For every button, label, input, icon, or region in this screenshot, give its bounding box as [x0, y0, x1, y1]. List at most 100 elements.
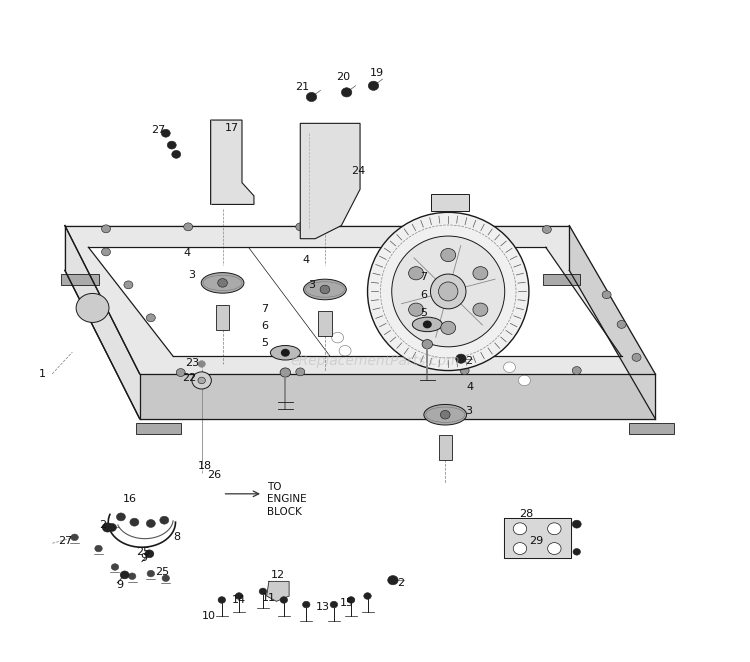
Circle shape — [548, 543, 561, 555]
Circle shape — [632, 354, 641, 361]
Circle shape — [176, 369, 185, 377]
Ellipse shape — [368, 213, 529, 371]
Circle shape — [296, 368, 304, 376]
Circle shape — [101, 248, 110, 256]
Circle shape — [76, 293, 109, 322]
Circle shape — [184, 223, 193, 231]
Text: 4: 4 — [466, 382, 473, 392]
Circle shape — [440, 410, 450, 419]
Text: 2: 2 — [465, 355, 472, 365]
Text: 10: 10 — [202, 611, 216, 621]
Text: 8: 8 — [173, 532, 181, 542]
Circle shape — [145, 550, 154, 558]
Circle shape — [455, 355, 467, 366]
Circle shape — [116, 513, 125, 521]
Polygon shape — [88, 248, 622, 356]
Circle shape — [296, 223, 304, 231]
Text: 3: 3 — [465, 406, 472, 416]
Circle shape — [192, 372, 211, 389]
Circle shape — [503, 362, 515, 373]
Circle shape — [572, 520, 581, 528]
Text: 5: 5 — [420, 308, 427, 318]
Circle shape — [101, 225, 110, 233]
Text: 26: 26 — [207, 470, 221, 480]
Circle shape — [395, 326, 407, 336]
Text: eReplacementParts.com: eReplacementParts.com — [290, 354, 460, 367]
Bar — [216, 305, 229, 330]
Circle shape — [332, 332, 344, 343]
Text: TO
ENGINE
BLOCK: TO ENGINE BLOCK — [267, 482, 306, 516]
Circle shape — [236, 592, 243, 599]
Circle shape — [198, 361, 206, 367]
Circle shape — [542, 226, 551, 234]
Text: 20: 20 — [337, 72, 351, 82]
Circle shape — [161, 129, 170, 137]
Text: 16: 16 — [123, 494, 137, 504]
Circle shape — [513, 543, 526, 555]
Ellipse shape — [271, 346, 300, 360]
Text: 9: 9 — [140, 553, 147, 563]
Text: 1: 1 — [39, 369, 46, 379]
Text: 19: 19 — [370, 68, 383, 77]
Circle shape — [339, 346, 351, 356]
Ellipse shape — [392, 236, 505, 347]
Circle shape — [452, 342, 464, 353]
Text: 2: 2 — [398, 578, 405, 588]
Bar — [629, 422, 674, 434]
Bar — [431, 194, 469, 211]
Circle shape — [422, 340, 433, 349]
Text: 6: 6 — [261, 320, 268, 331]
Circle shape — [162, 575, 170, 581]
Circle shape — [602, 291, 611, 299]
Text: 24: 24 — [352, 166, 366, 177]
Circle shape — [441, 321, 456, 334]
Polygon shape — [569, 226, 656, 418]
Text: 6: 6 — [420, 290, 427, 300]
Circle shape — [573, 549, 580, 555]
Circle shape — [423, 320, 432, 328]
Bar — [318, 311, 332, 336]
Text: 13: 13 — [316, 602, 330, 612]
Circle shape — [302, 601, 310, 608]
Circle shape — [260, 588, 267, 594]
Polygon shape — [503, 518, 571, 559]
Circle shape — [617, 320, 626, 328]
Circle shape — [409, 303, 424, 316]
Text: 25: 25 — [155, 567, 169, 577]
Circle shape — [120, 571, 129, 579]
Text: 12: 12 — [271, 570, 285, 580]
Circle shape — [388, 575, 398, 585]
Text: 29: 29 — [530, 536, 544, 545]
Circle shape — [130, 518, 139, 526]
Text: 27: 27 — [58, 536, 72, 545]
Text: 11: 11 — [262, 593, 276, 603]
Circle shape — [330, 601, 338, 608]
Text: 25: 25 — [136, 547, 151, 557]
Text: 4: 4 — [183, 248, 190, 258]
Circle shape — [128, 573, 136, 579]
Polygon shape — [211, 120, 254, 205]
Text: 23: 23 — [184, 357, 199, 367]
Text: 27: 27 — [152, 125, 166, 135]
Circle shape — [456, 354, 466, 363]
Circle shape — [280, 596, 287, 603]
Polygon shape — [65, 226, 140, 418]
Circle shape — [280, 349, 290, 357]
Circle shape — [146, 520, 155, 528]
Polygon shape — [300, 123, 360, 239]
Circle shape — [172, 150, 181, 158]
Circle shape — [441, 248, 456, 261]
Circle shape — [364, 592, 371, 599]
Circle shape — [341, 88, 352, 97]
Circle shape — [548, 523, 561, 535]
Circle shape — [146, 314, 155, 322]
Ellipse shape — [304, 279, 346, 300]
Bar — [439, 435, 452, 460]
Circle shape — [102, 523, 112, 532]
Text: 4: 4 — [303, 255, 310, 265]
Circle shape — [71, 534, 78, 541]
Circle shape — [460, 367, 470, 375]
Circle shape — [217, 279, 227, 287]
Circle shape — [107, 524, 116, 532]
Polygon shape — [267, 581, 289, 601]
